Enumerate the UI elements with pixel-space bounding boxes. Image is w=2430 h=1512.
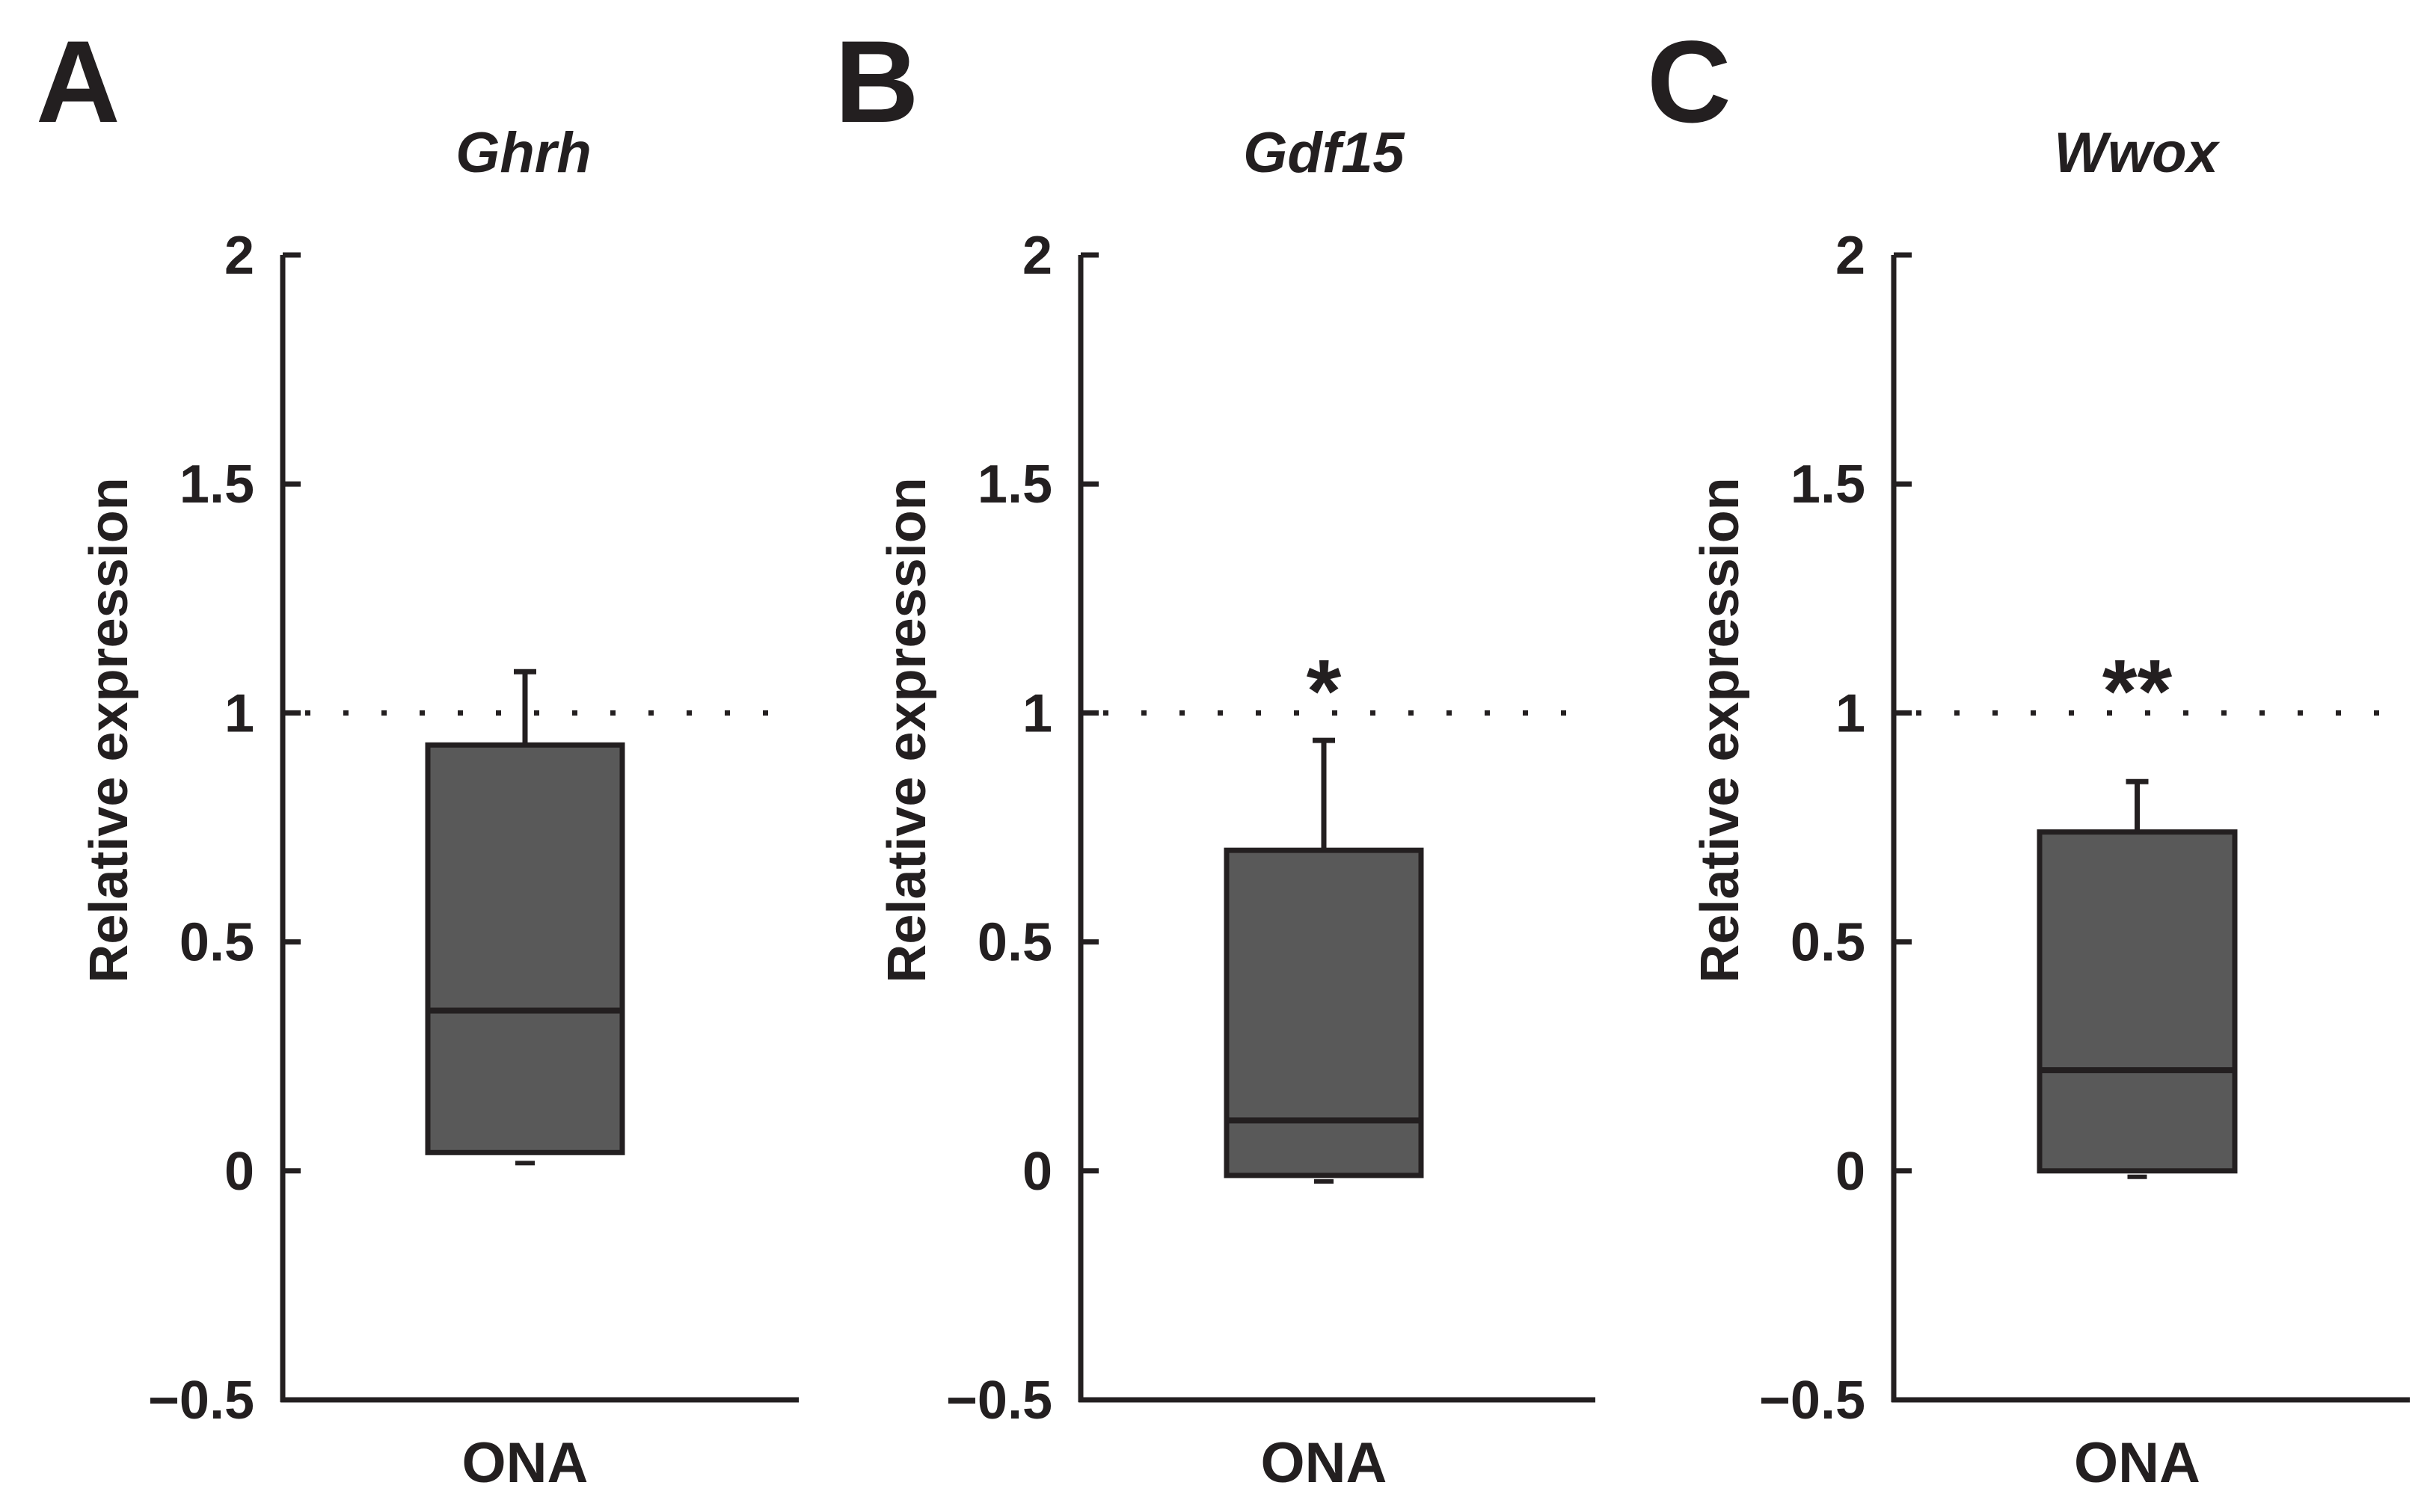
- y-tick-label: 1: [1835, 683, 1865, 743]
- y-tick-label: 1: [1022, 683, 1052, 743]
- significance-marker: **: [2102, 641, 2173, 741]
- panel-letter: A: [36, 17, 120, 147]
- y-tick-label: 0: [1022, 1142, 1052, 1202]
- gene-title: Wwox: [2054, 121, 2220, 185]
- category-label: ONA: [462, 1431, 589, 1495]
- category-label: ONA: [1261, 1431, 1387, 1495]
- y-tick-label: 2: [1022, 226, 1052, 286]
- panel-a: A Ghrh Relative expression −0.5 0 0.5 1 1.5 2 ONA: [36, 17, 799, 1495]
- box: [1224, 847, 1424, 1178]
- y-tick-label: 2: [224, 226, 254, 286]
- y-tick-label: 1: [224, 683, 254, 743]
- gene-title: Ghrh: [455, 121, 592, 185]
- panel-letter: B: [835, 17, 919, 147]
- y-axis-label: Relative expression: [79, 477, 139, 983]
- panel-letter: C: [1647, 17, 1731, 147]
- significance-marker: *: [1307, 641, 1342, 741]
- y-tick-label: 0: [1835, 1142, 1865, 1202]
- y-tick-label: −0.5: [1759, 1371, 1865, 1430]
- gene-title: Gdf15: [1243, 121, 1405, 185]
- box: [425, 742, 625, 1155]
- y-tick-label: 0: [224, 1142, 254, 1202]
- y-axis-label: Relative expression: [1690, 477, 1750, 983]
- y-tick-label: 1.5: [180, 455, 254, 514]
- y-tick-label: 0.5: [180, 913, 254, 973]
- y-tick-label: −0.5: [148, 1371, 254, 1430]
- box: [2037, 829, 2238, 1174]
- y-tick-label: 0.5: [1791, 913, 1865, 973]
- panel-b: B Gdf15 Relative expression −0.5 0 0.5 1 1.5 2 * O…: [835, 17, 1595, 1495]
- y-tick-label: 1.5: [978, 455, 1052, 514]
- category-label: ONA: [2074, 1431, 2200, 1495]
- panel-c: C Wwox Relative expression −0.5 0 0.5 1 1.5 2 ** O…: [1647, 17, 2410, 1495]
- y-tick-label: 0.5: [978, 913, 1052, 973]
- y-tick-label: 1.5: [1791, 455, 1865, 514]
- y-tick-label: 2: [1835, 226, 1865, 286]
- y-axis-label: Relative expression: [877, 477, 937, 983]
- y-tick-label: −0.5: [946, 1371, 1052, 1430]
